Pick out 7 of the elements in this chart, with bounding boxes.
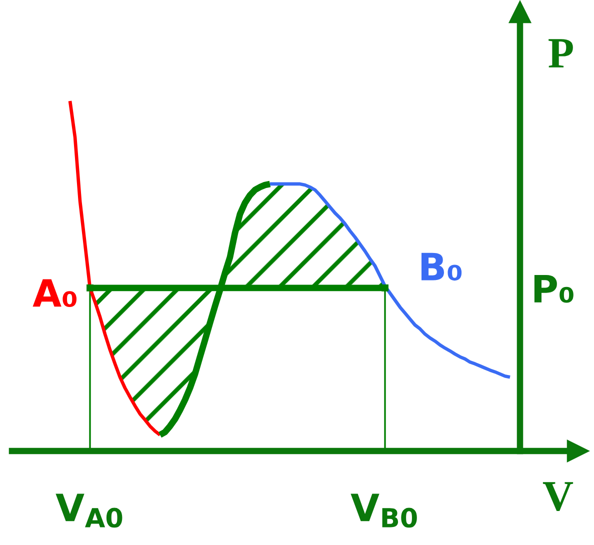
text: P₀ <box>534 275 574 303</box>
x-tick-label: V$_{A0}$ <box>56 494 122 528</box>
annotation: A₀ <box>32 279 76 307</box>
x-axis-title: V <box>542 482 574 512</box>
y-axis-title: P <box>548 39 573 68</box>
annotation: B₀ <box>422 252 462 281</box>
x-tick-label: V$_{B0}$ <box>350 494 417 528</box>
